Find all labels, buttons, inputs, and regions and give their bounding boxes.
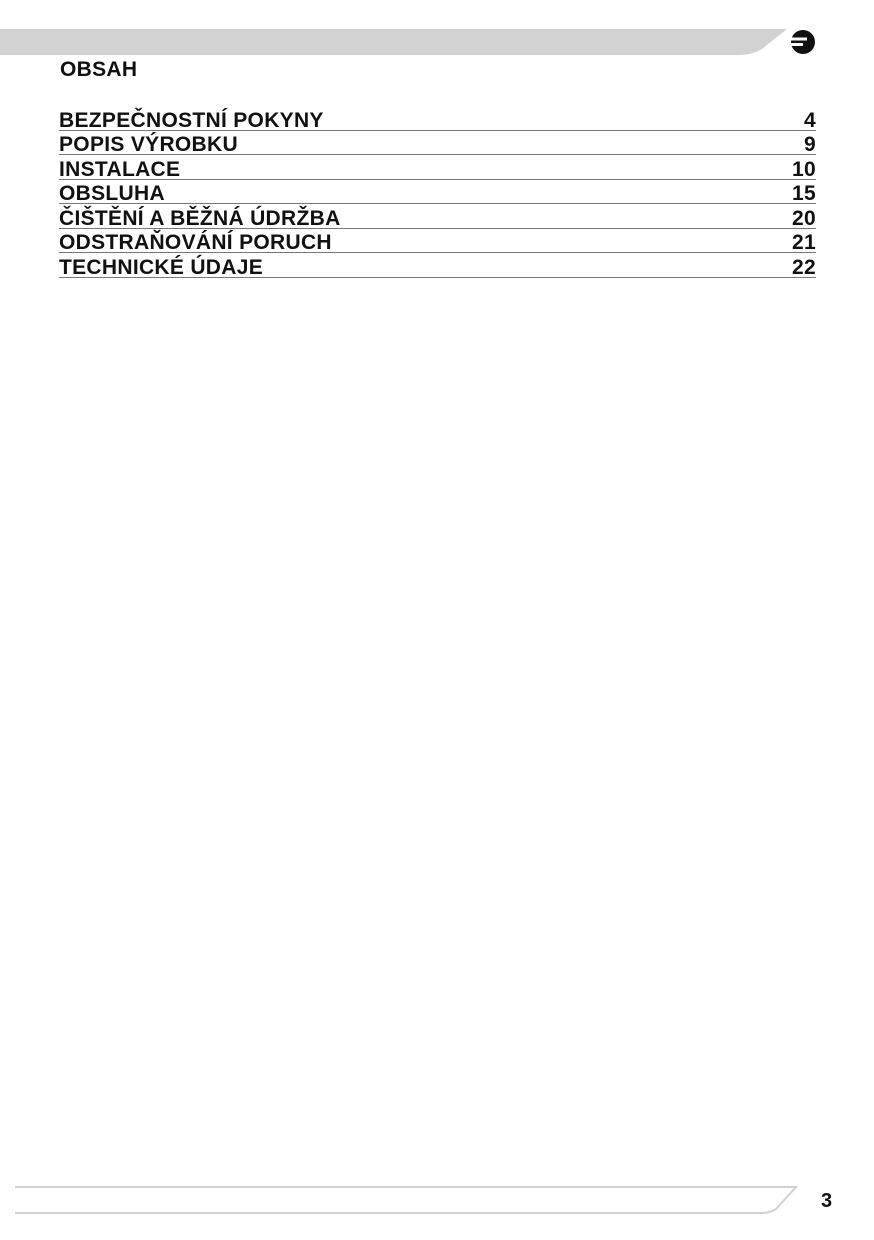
toc-entry[interactable]: TECHNICKÉ ÚDAJE 22	[59, 253, 816, 278]
toc-entry-page: 10	[792, 157, 816, 181]
toc-entry-label: ODSTRAŇOVÁNÍ PORUCH	[59, 231, 332, 254]
brand-logo-icon	[790, 30, 815, 54]
toc-entry[interactable]: POPIS VÝROBKU 9	[59, 131, 816, 156]
toc-entry-label: ČIŠTĚNÍ A BĚŽNÁ ÚDRŽBA	[59, 206, 341, 230]
toc-entry[interactable]: OBSLUHA 15	[59, 180, 816, 205]
toc-entry-label: POPIS VÝROBKU	[59, 133, 238, 156]
table-of-contents: BEZPEČNOSTNÍ POKYNY 4 POPIS VÝROBKU 9 INSTAL…	[59, 106, 816, 278]
toc-entry[interactable]: ČIŠTĚNÍ A BĚŽNÁ ÚDRŽBA 20	[59, 204, 816, 229]
toc-entry[interactable]: ODSTRAŇOVÁNÍ PORUCH 21	[59, 229, 816, 254]
toc-entry-page: 4	[804, 108, 816, 132]
toc-entry-label: INSTALACE	[59, 157, 181, 181]
header-bar	[0, 29, 787, 55]
toc-entry-label: TECHNICKÉ ÚDAJE	[59, 255, 264, 279]
toc-entry-page: 9	[804, 133, 816, 156]
toc-entry-page: 22	[792, 255, 816, 279]
footer-bar	[15, 1186, 799, 1214]
toc-entry-page: 21	[792, 231, 816, 254]
toc-entry-page: 15	[792, 182, 816, 205]
toc-entry-page: 20	[792, 206, 816, 230]
toc-entry-label: OBSLUHA	[59, 182, 165, 205]
toc-entry[interactable]: BEZPEČNOSTNÍ POKYNY 4	[59, 106, 816, 131]
page-number: 3	[821, 1190, 833, 1212]
toc-entry[interactable]: INSTALACE 10	[59, 155, 816, 180]
page-title: OBSAH	[60, 58, 138, 81]
toc-entry-label: BEZPEČNOSTNÍ POKYNY	[59, 108, 324, 132]
